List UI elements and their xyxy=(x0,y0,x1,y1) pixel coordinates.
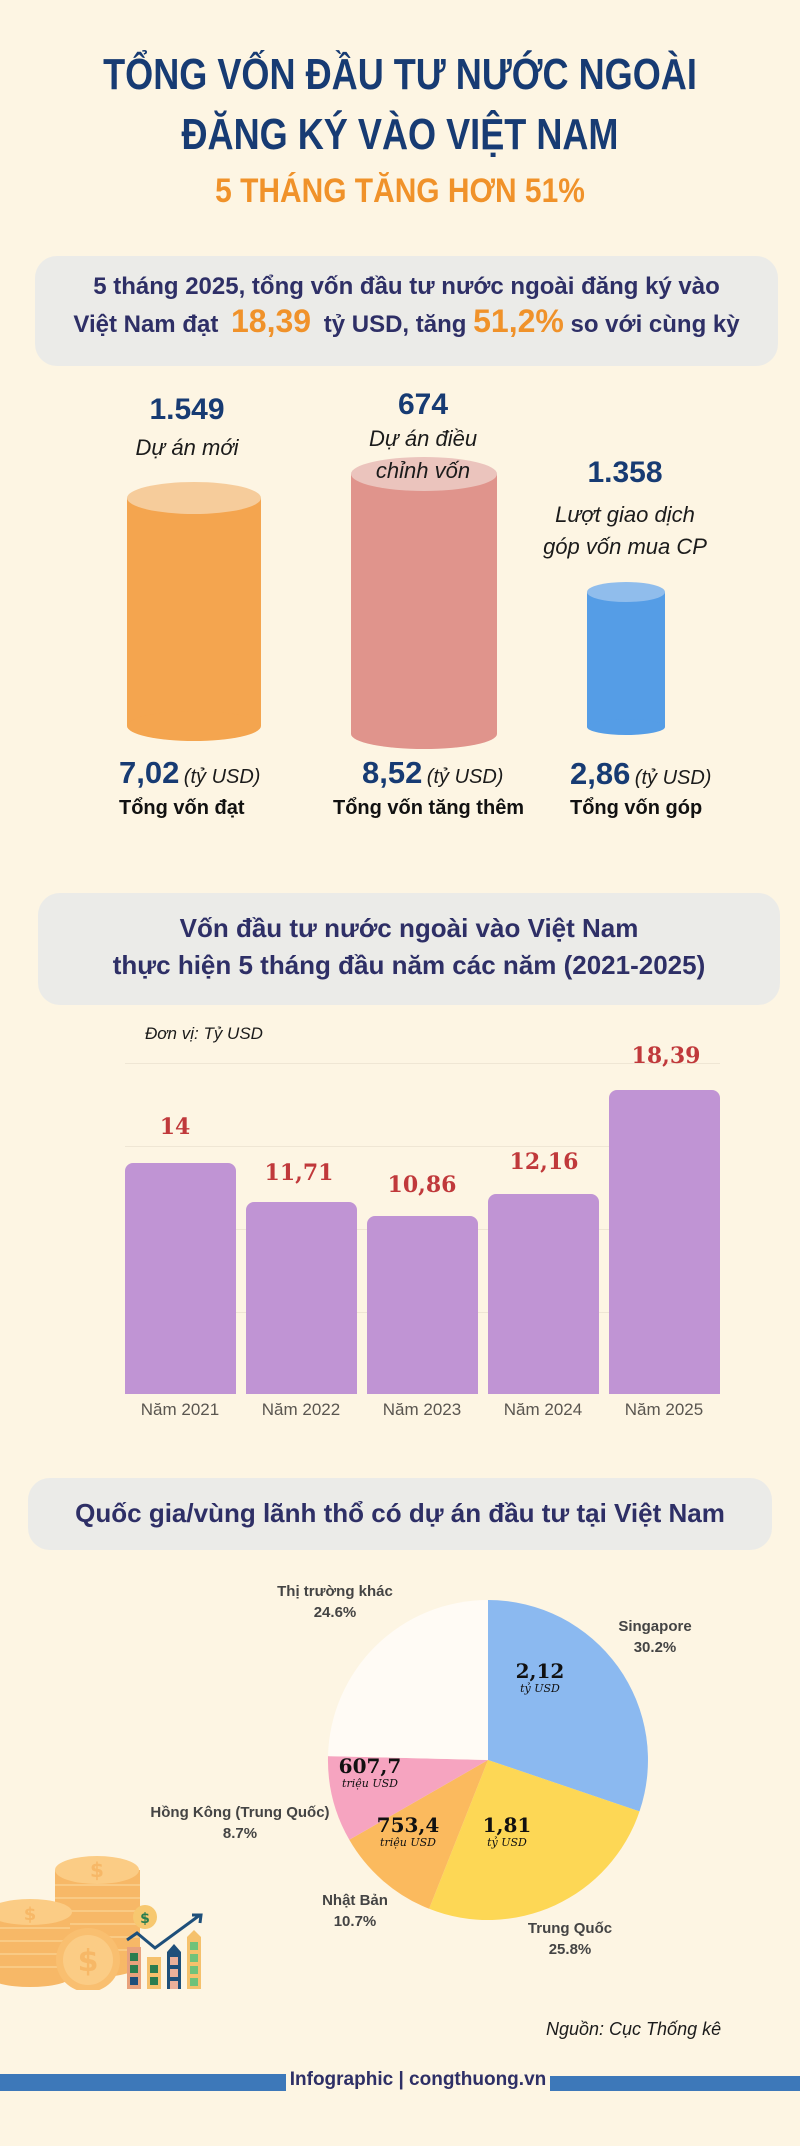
unit-note: Đơn vị: Tỷ USD xyxy=(145,1024,263,1043)
adjusted-projects-desc-line2: chỉnh vốn xyxy=(375,458,471,483)
pie-value-japan: 753,4 triệu USD xyxy=(376,1813,440,1849)
page-title-line1: TỔNG VỐN ĐẦU TƯ NƯỚC NGOÀI xyxy=(103,50,697,99)
bar-2022 xyxy=(246,1202,357,1394)
x-label-2023: Năm 2023 xyxy=(382,1400,462,1419)
added-capital-label: Tổng vốn tăng thêm xyxy=(333,797,525,819)
pie-value-singapore: 2,12 tỷ USD xyxy=(515,1659,565,1695)
contributed-capital-value: 2,86 xyxy=(570,756,631,791)
pie-label-hongkong: Hồng Kông (Trung Quốc) 8.7% xyxy=(150,1804,330,1842)
adjusted-projects-desc-line1: Dự án điều xyxy=(368,426,478,451)
page-title-line2: ĐĂNG KÝ VÀO VIỆT NAM xyxy=(181,110,619,159)
svg-text:$: $ xyxy=(78,1944,99,1979)
svg-text:$: $ xyxy=(140,1911,150,1927)
pink-cylinder-icon xyxy=(351,457,497,749)
bar-chart-title-line1: Vốn đầu tư nước ngoài vào Việt Nam xyxy=(179,913,639,943)
summary-line2: Việt Nam đạt 18,39 tỷ USD, tăng 51,2% so… xyxy=(35,303,778,340)
pie-chart xyxy=(327,1600,648,1921)
bar-chart-title-line2: thực hiện 5 tháng đầu năm các năm (2021-… xyxy=(112,950,706,980)
added-capital-unit: (tỷ USD) xyxy=(426,766,504,788)
bar-2024 xyxy=(488,1194,599,1394)
pie-chart-title-box: Quốc gia/vùng lãnh thổ có dự án đầu tư t… xyxy=(28,1478,772,1550)
orange-cylinder-icon xyxy=(127,482,261,741)
new-projects-desc: Dự án mới xyxy=(135,435,239,460)
growth-percent: 51,2% xyxy=(473,303,564,339)
total-new-capital-label: Tổng vốn đạt xyxy=(119,797,245,819)
pie-chart-title: Quốc gia/vùng lãnh thổ có dự án đầu tư t… xyxy=(75,1498,725,1528)
page-subtitle: 5 THÁNG TĂNG HƠN 51% xyxy=(215,172,585,210)
adjusted-projects-count: 674 xyxy=(397,388,449,421)
source-note: Nguồn: Cục Thống kê xyxy=(546,2019,722,2039)
coins-growth-illustration-icon: $ $ $ $ xyxy=(0,1856,203,1990)
total-new-capital-unit: (tỷ USD) xyxy=(183,766,261,788)
bar-value-2021: 14 xyxy=(159,1114,191,1140)
pie-value-hongkong: 607,7 triệu USD xyxy=(338,1754,402,1790)
gridline xyxy=(125,1146,720,1147)
summary-prefix: Việt Nam đạt xyxy=(73,311,219,338)
footer-brand[interactable]: Infographic | congthuong.vn xyxy=(289,2069,547,2090)
footer-bar-right xyxy=(550,2076,800,2091)
svg-text:$: $ xyxy=(90,1858,104,1882)
pie-label-singapore: Singapore 30.2% xyxy=(618,1618,692,1656)
svg-text:$: $ xyxy=(24,1904,37,1925)
pie-slice-singapore xyxy=(488,1600,648,1812)
total-new-capital: 7,02 (tỷ USD) xyxy=(119,755,359,791)
contributed-capital-unit: (tỷ USD) xyxy=(634,767,712,789)
bar-value-2023: 10,86 xyxy=(387,1172,457,1198)
pie-slice-hongkong xyxy=(327,1756,488,1840)
contributed-capital-label: Tổng vốn góp xyxy=(570,797,703,819)
pie-slice-china xyxy=(429,1760,640,1921)
bar-2025 xyxy=(609,1090,720,1394)
share-purchase-desc-line2: góp vốn mua CP xyxy=(543,534,707,559)
summary-suffix: so với cùng kỳ xyxy=(570,311,740,338)
added-capital-value: 8,52 xyxy=(362,755,423,790)
bar-chart-title-box: Vốn đầu tư nước ngoài vào Việt Nam thực … xyxy=(38,893,780,1005)
new-projects-count: 1.549 xyxy=(149,393,225,426)
x-label-2022: Năm 2022 xyxy=(261,1400,341,1419)
pie-slice-japan xyxy=(349,1760,488,1909)
gridline xyxy=(125,1063,720,1064)
bar-value-2022: 11,71 xyxy=(264,1160,334,1186)
contributed-capital: 2,86 (tỷ USD) xyxy=(570,756,800,792)
total-new-capital-value: 7,02 xyxy=(119,755,180,790)
bar-value-2024: 12,16 xyxy=(509,1149,579,1175)
x-label-2021: Năm 2021 xyxy=(140,1400,220,1419)
pie-label-japan: Nhật Bản 10.7% xyxy=(322,1892,388,1930)
bar-value-2025: 18,39 xyxy=(631,1043,701,1069)
share-purchase-desc-line1: Lượt giao dịch xyxy=(555,502,695,527)
pie-label-other: Thị trường khác 24.6% xyxy=(277,1583,393,1621)
footer-bar-left xyxy=(0,2074,286,2091)
summary-box: 5 tháng 2025, tổng vốn đầu tư nước ngoài… xyxy=(35,256,778,366)
share-purchase-count: 1.358 xyxy=(587,456,663,489)
x-label-2024: Năm 2024 xyxy=(503,1400,583,1419)
bar-2021 xyxy=(125,1163,236,1394)
pie-label-china: Trung Quốc 25.8% xyxy=(527,1920,613,1958)
total-capital-value: 18,39 xyxy=(230,303,312,339)
blue-cylinder-icon xyxy=(587,582,665,735)
pie-slice-other xyxy=(328,1600,488,1760)
bar-2023 xyxy=(367,1216,478,1394)
pie-value-china: 1,81 tỷ USD xyxy=(482,1813,532,1849)
summary-line1: 5 tháng 2025, tổng vốn đầu tư nước ngoài… xyxy=(93,273,720,300)
x-label-2025: Năm 2025 xyxy=(624,1400,704,1419)
added-capital: 8,52 (tỷ USD) xyxy=(362,755,602,791)
summary-mid: tỷ USD, tăng xyxy=(323,311,467,338)
